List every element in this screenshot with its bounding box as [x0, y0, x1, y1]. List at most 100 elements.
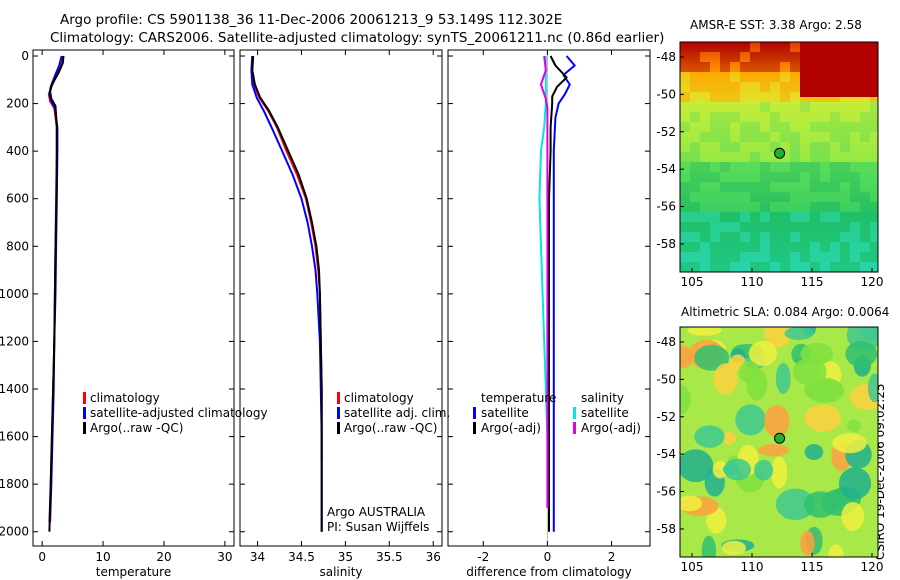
map-x-tick-label: 115	[801, 275, 824, 289]
sst-cell	[780, 92, 790, 102]
sla-eddy	[771, 456, 788, 489]
sst-cell	[690, 122, 700, 132]
sla-eddy	[735, 404, 766, 436]
sst-cell	[820, 212, 830, 222]
sst-cell	[770, 152, 780, 162]
sst-cell	[760, 42, 770, 52]
sst-cell	[790, 212, 800, 222]
sst-cell	[870, 132, 878, 142]
sst-cell	[850, 142, 860, 152]
sst-cell	[820, 222, 830, 232]
sst-cell	[780, 82, 790, 92]
sst-cell	[800, 232, 810, 242]
sst-cell	[730, 52, 740, 62]
sst-cell	[740, 102, 750, 112]
sst-cell	[870, 222, 878, 232]
sst-cell	[780, 192, 790, 202]
sst-cell	[760, 192, 770, 202]
legend-label-salinity: climatology	[344, 391, 414, 405]
sst-cell	[830, 162, 840, 172]
sst-cell	[740, 162, 750, 172]
sst-cell	[710, 262, 720, 272]
legend-label-salinity: satellite adj. clim.	[344, 406, 450, 420]
sst-cell	[790, 92, 800, 102]
sst-cell	[840, 222, 850, 232]
sst-cell	[780, 182, 790, 192]
sst-cell	[800, 182, 810, 192]
sst-cell	[690, 162, 700, 172]
sst-cell	[720, 162, 730, 172]
sst-cell	[790, 162, 800, 172]
sla-eddy	[792, 358, 827, 386]
sst-cell	[860, 142, 870, 152]
sla-eddy	[803, 491, 837, 518]
sst-cell	[830, 222, 840, 232]
sst-cell	[800, 122, 810, 132]
sst-cell	[750, 42, 760, 52]
sst-cell	[790, 262, 800, 272]
sst-cell	[790, 122, 800, 132]
sst-cell	[850, 172, 860, 182]
series-line-difference	[548, 55, 568, 532]
sst-cell	[680, 142, 690, 152]
sst-cell	[780, 202, 790, 212]
sst-cell	[740, 82, 750, 92]
sst-cell	[790, 112, 800, 122]
sst-cell	[760, 52, 770, 62]
sst-cell	[770, 72, 780, 82]
sst-cell	[710, 172, 720, 182]
sst-cell	[760, 62, 770, 72]
legend-title-diff-salinity: salinity	[581, 391, 624, 405]
legend-label-diff-temperature: Argo(-adj)	[481, 421, 541, 435]
sst-cell	[840, 202, 850, 212]
sst-cell	[820, 162, 830, 172]
sst-cell	[740, 192, 750, 202]
sst-cell	[800, 152, 810, 162]
sla-eddy	[832, 433, 867, 454]
sst-cell	[680, 242, 690, 252]
sst-cell	[720, 82, 730, 92]
sst-cell	[830, 202, 840, 212]
sst-cell	[680, 92, 690, 102]
sst-cell	[760, 242, 770, 252]
sst-cell	[820, 152, 830, 162]
sst-cell	[770, 222, 780, 232]
sst-cell	[790, 172, 800, 182]
map-x-tick-label: 120	[861, 275, 884, 289]
legend-label-diff-temperature: satellite	[481, 406, 529, 420]
sst-cell	[700, 112, 710, 122]
sla-eddy	[803, 379, 844, 401]
sst-cell	[800, 222, 810, 232]
sst-cell	[810, 182, 820, 192]
sst-cell	[680, 252, 690, 262]
sst-cell	[820, 122, 830, 132]
sst-cell	[700, 102, 710, 112]
sst-cell	[700, 252, 710, 262]
legend-swatch-temperature	[83, 392, 86, 404]
sst-cell	[850, 222, 860, 232]
sst-cell	[730, 202, 740, 212]
sst-cell	[820, 132, 830, 142]
sst-cell	[700, 182, 710, 192]
sst-cell	[850, 262, 860, 272]
series-line-difference	[552, 55, 576, 532]
sst-cell	[790, 52, 800, 62]
sst-cell	[680, 122, 690, 132]
sst-cell	[870, 262, 878, 272]
sst-cell	[750, 72, 760, 82]
sst-cell	[810, 112, 820, 122]
sla-eddy	[804, 404, 842, 432]
sst-cell	[760, 112, 770, 122]
sst-cell	[770, 192, 780, 202]
sst-cell	[690, 102, 700, 112]
sst-cell	[840, 172, 850, 182]
sla-eddy	[722, 464, 739, 475]
sst-cell	[700, 62, 710, 72]
y-tick-label: 0	[21, 49, 29, 63]
sst-cell	[720, 72, 730, 82]
sst-cell	[690, 52, 700, 62]
sst-cell	[840, 192, 850, 202]
sst-cell	[700, 192, 710, 202]
sst-cell	[730, 162, 740, 172]
sst-cell	[860, 252, 870, 262]
